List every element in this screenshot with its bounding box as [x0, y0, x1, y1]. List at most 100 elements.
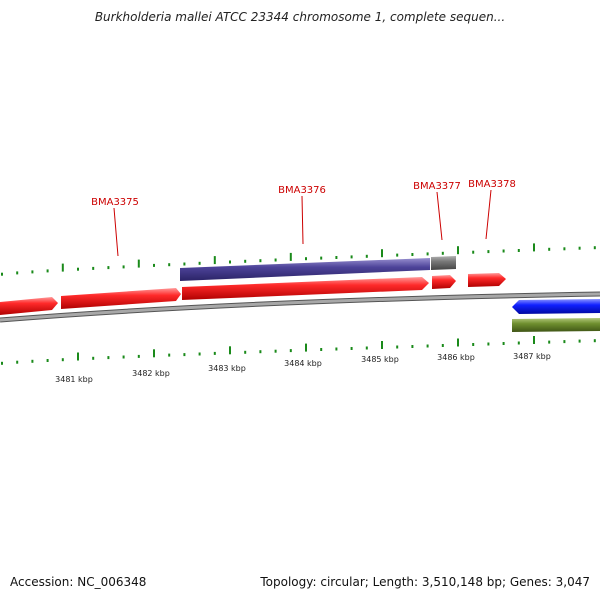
- upper-tick-minor: [92, 266, 95, 270]
- lower-tick-minor: [548, 340, 551, 344]
- gene-arrow-reverse[interactable]: [512, 299, 600, 314]
- upper-tick-minor: [77, 267, 79, 271]
- upper-tick-minor: [259, 259, 262, 263]
- lower-tick-minor: [578, 339, 581, 343]
- gene-arrow-upstream[interactable]: [0, 297, 58, 315]
- lower-tick-minor: [441, 344, 444, 347]
- leader-bma3376: [301, 195, 304, 245]
- cds-feature-bma3376[interactable]: [180, 258, 430, 281]
- accession-text: Accession: NC_006348: [10, 575, 147, 589]
- lower-tick-minor: [198, 352, 201, 356]
- lower-tick-minor: [122, 355, 125, 359]
- lower-tick-minor: [289, 349, 292, 353]
- lower-tick-row: [1, 336, 596, 365]
- upper-tick-minor: [153, 263, 155, 267]
- scale-label-3484: 3484 kbp: [284, 359, 322, 368]
- upper-tick-minor: [472, 250, 475, 254]
- upper-tick-minor: [441, 251, 444, 255]
- lower-tick-major: [533, 336, 535, 344]
- upper-tick-row: [1, 243, 596, 276]
- scale-label-3485: 3485 kbp: [361, 355, 399, 364]
- upper-tick-minor: [122, 265, 125, 269]
- upper-tick-minor: [1, 272, 3, 276]
- upper-tick-minor: [46, 269, 49, 273]
- gene-arrow-bma3377[interactable]: [432, 275, 456, 289]
- lower-tick-minor: [61, 358, 64, 362]
- upper-tick-major: [457, 246, 459, 255]
- upper-tick-minor: [229, 260, 231, 264]
- upper-tick-minor: [320, 256, 323, 260]
- upper-tick-minor: [107, 266, 110, 270]
- lower-tick-minor: [31, 359, 34, 363]
- lower-tick-minor: [274, 349, 277, 353]
- upper-tick-minor: [305, 257, 307, 261]
- lower-tick-minor: [244, 350, 247, 354]
- upper-tick-minor: [502, 249, 505, 253]
- lower-tick-major: [305, 343, 307, 352]
- upper-tick-minor: [517, 249, 520, 252]
- gene-arrow-bma3375[interactable]: [61, 288, 181, 309]
- green-feature[interactable]: [512, 318, 600, 332]
- leader-bma3377: [436, 191, 443, 241]
- upper-tick-minor: [168, 263, 171, 267]
- lower-tick-minor: [1, 361, 3, 365]
- upper-tick-major: [289, 252, 292, 261]
- upper-tick-major: [61, 263, 64, 272]
- lower-tick-minor: [502, 342, 505, 345]
- scale-label-3482: 3482 kbp: [132, 369, 170, 378]
- upper-tick-minor: [563, 247, 566, 251]
- lower-tick-minor: [472, 343, 475, 346]
- upper-tick-minor: [487, 250, 490, 254]
- lower-tick-minor: [517, 341, 520, 345]
- upper-tick-minor: [396, 253, 399, 257]
- lower-tick-major: [77, 352, 79, 361]
- gene-label-bma3378[interactable]: BMA3378: [468, 179, 516, 190]
- upper-tick-minor: [593, 246, 596, 250]
- lower-tick-minor: [168, 353, 171, 357]
- upper-tick-major: [381, 249, 383, 258]
- upper-tick-minor: [31, 270, 34, 274]
- gene-label-bma3376[interactable]: BMA3376: [278, 185, 326, 196]
- upper-tick-minor: [183, 262, 186, 266]
- upper-tick-major: [533, 243, 535, 252]
- lower-tick-major: [381, 341, 383, 349]
- lower-tick-minor: [350, 347, 353, 350]
- misc-feature-bma3377[interactable]: [431, 256, 456, 270]
- upper-tick-minor: [274, 258, 277, 262]
- scale-label-3481: 3481 kbp: [55, 375, 93, 384]
- lower-tick-minor: [320, 348, 323, 351]
- lower-tick-minor: [411, 345, 414, 348]
- leader-bma3378: [485, 189, 492, 240]
- upper-tick-minor: [244, 259, 247, 263]
- lower-tick-major: [229, 346, 231, 355]
- genome-summary-text: Topology: circular; Length: 3,510,148 bp…: [260, 575, 590, 589]
- upper-tick-minor: [198, 261, 201, 265]
- upper-tick-minor: [426, 252, 429, 256]
- lower-tick-minor: [46, 359, 49, 362]
- lower-tick-major: [153, 349, 155, 358]
- lower-tick-minor: [259, 350, 262, 354]
- lower-tick-minor: [563, 340, 566, 344]
- gene-arrow-bma3376[interactable]: [182, 277, 429, 300]
- lower-tick-minor: [396, 345, 399, 349]
- gene-label-bma3375[interactable]: BMA3375: [91, 197, 139, 208]
- lower-tick-minor: [365, 346, 368, 350]
- scale-label-3487: 3487 kbp: [513, 352, 551, 361]
- upper-tick-minor: [365, 254, 368, 258]
- lower-tick-minor: [593, 339, 596, 343]
- lower-tick-major: [457, 338, 459, 347]
- upper-tick-major: [213, 256, 216, 265]
- leader-bma3375: [113, 207, 119, 257]
- upper-tick-minor: [350, 255, 353, 259]
- scale-label-3483: 3483 kbp: [208, 364, 246, 373]
- lower-tick-minor: [426, 344, 429, 348]
- scale-label-3486: 3486 kbp: [437, 353, 475, 362]
- upper-tick-minor: [335, 256, 338, 259]
- upper-tick-minor: [548, 247, 551, 251]
- gene-label-bma3377[interactable]: BMA3377: [413, 181, 461, 192]
- gene-arrow-bma3378[interactable]: [468, 273, 506, 287]
- lower-tick-minor: [213, 351, 216, 355]
- map-title: Burkholderia mallei ATCC 23344 chromosom…: [94, 10, 506, 24]
- lower-tick-minor: [92, 356, 95, 360]
